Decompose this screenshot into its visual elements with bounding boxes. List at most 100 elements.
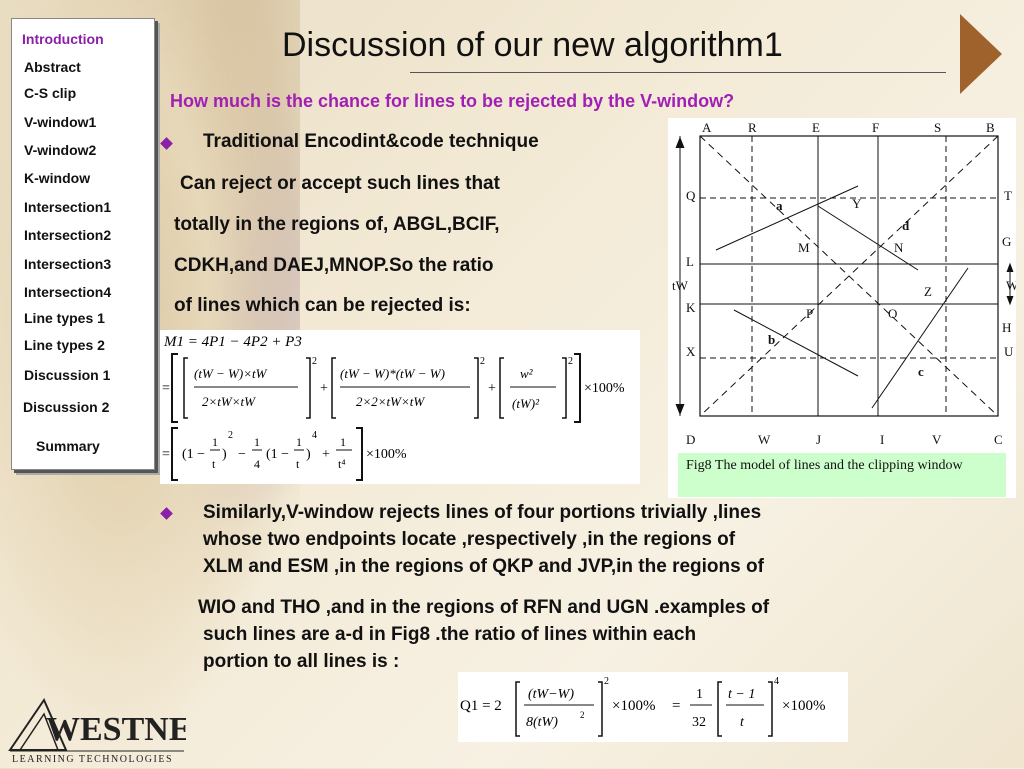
svg-text:2: 2: [228, 430, 233, 441]
svg-text:X: X: [686, 344, 696, 359]
sidebar-item-line-types-2[interactable]: Line types 2: [24, 337, 105, 353]
svg-text:1: 1: [696, 687, 703, 702]
svg-text:P: P: [806, 306, 813, 321]
sidebar-item-summary[interactable]: Summary: [36, 438, 100, 454]
svg-text:+: +: [488, 381, 496, 396]
sidebar-item-intersection3[interactable]: Intersection3: [24, 256, 112, 272]
para1-line1: Can reject or accept such lines that: [180, 173, 500, 194]
bullet-traditional: Traditional Encodint&code technique: [203, 131, 539, 152]
sidebar-item-intersection4[interactable]: Intersection4: [24, 284, 112, 300]
svg-text:L: L: [686, 254, 694, 269]
svg-text:4: 4: [254, 457, 260, 471]
svg-text:W: W: [1006, 278, 1016, 293]
svg-text:B: B: [986, 120, 995, 135]
svg-text:2×tW×tW: 2×tW×tW: [202, 394, 256, 409]
svg-text:=: =: [672, 698, 680, 714]
formula-percent-2: ×100%: [366, 447, 407, 462]
svg-text:(1 −: (1 −: [266, 447, 289, 462]
sidebar-item-line-types-1[interactable]: Line types 1: [24, 310, 105, 326]
sidebar-item-v-window2[interactable]: V-window2: [24, 142, 97, 158]
svg-text:F: F: [872, 120, 879, 135]
svg-text:2×2×tW×tW: 2×2×tW×tW: [356, 394, 425, 409]
para1-line2: totally in the regions of, ABGL,BCIF,: [174, 214, 500, 235]
svg-text:R: R: [748, 120, 757, 135]
svg-text:−: −: [238, 447, 246, 462]
svg-text:M: M: [798, 240, 810, 255]
svg-text:×100%: ×100%: [782, 698, 825, 714]
svg-text:4: 4: [774, 676, 779, 687]
sidebar-item-introduction[interactable]: Introduction: [22, 31, 104, 47]
title-underline: [410, 72, 946, 73]
sidebar-item-v-window1[interactable]: V-window1: [24, 114, 97, 130]
svg-text:4: 4: [312, 430, 317, 441]
sidebar-item-discussion-1[interactable]: Discussion 1: [24, 367, 111, 383]
bullet2-line2: whose two endpoints locate ,respectively…: [203, 529, 736, 550]
svg-text:1: 1: [254, 435, 260, 449]
para2-line2: such lines are a-d in Fig8 .the ratio of…: [203, 624, 697, 645]
svg-text:2: 2: [568, 356, 573, 367]
svg-text:): ): [222, 447, 227, 462]
svg-text:(tW − W)×tW: (tW − W)×tW: [194, 366, 268, 381]
slide-question: How much is the chance for lines to be r…: [170, 91, 735, 111]
slide-title: Discussion of our new algorithm1: [282, 26, 783, 64]
svg-text:2: 2: [604, 676, 609, 687]
para2-line3: portion to all lines is :: [203, 651, 400, 672]
svg-text:t: t: [740, 715, 745, 730]
sidebar-nav: Introduction Abstract C-S clip V-window1…: [11, 18, 155, 470]
bullet2-line1: Similarly,V-window rejects lines of four…: [203, 502, 762, 523]
formula-q1: Q1 = 2 (tW−W) 8(tW) 2 2 ×100% = 1 32 t −…: [458, 672, 848, 742]
svg-text:=: =: [162, 381, 170, 396]
svg-text:2: 2: [580, 710, 585, 720]
svg-text:w²: w²: [520, 366, 534, 381]
svg-text:+: +: [320, 381, 328, 396]
formula-percent-1: ×100%: [584, 381, 625, 396]
sidebar-item-discussion-2[interactable]: Discussion 2: [23, 399, 110, 415]
figure-8: A R E F S B D W J I V C Q L tW K X T G W…: [668, 118, 1019, 498]
svg-text:H: H: [1002, 320, 1011, 335]
para1-line3: CDKH,and DAEJ,MNOP.So the ratio: [174, 255, 494, 276]
next-slide-arrow-icon[interactable]: [960, 14, 1002, 94]
sidebar-item-cs-clip[interactable]: C-S clip: [24, 85, 77, 101]
svg-text:1: 1: [296, 435, 302, 449]
para1-line4: of lines which can be rejected is:: [174, 295, 471, 316]
svg-text:+: +: [322, 447, 330, 462]
svg-text:A: A: [702, 120, 712, 135]
sidebar-item-k-window[interactable]: K-window: [24, 170, 91, 186]
svg-text:S: S: [934, 120, 941, 135]
westnet-logo: WESTNET LEARNING TECHNOLOGIES: [6, 694, 214, 765]
svg-text:t: t: [212, 457, 216, 471]
svg-text:T: T: [1004, 188, 1012, 203]
svg-text:V: V: [932, 432, 942, 447]
svg-text:d: d: [902, 218, 910, 233]
svg-text:K: K: [686, 300, 696, 315]
svg-text:I: I: [880, 432, 884, 447]
svg-text:G: G: [1002, 234, 1011, 249]
sidebar-item-abstract[interactable]: Abstract: [24, 59, 81, 75]
svg-text:×100%: ×100%: [612, 698, 655, 714]
svg-text:b: b: [768, 332, 775, 347]
svg-text:(tW)²: (tW)²: [512, 396, 540, 411]
formula-m1: M1 = 4P1 − 4P2 + P3 = (tW − W)×tW 2×tW×t…: [160, 330, 640, 484]
svg-text:O: O: [888, 306, 897, 321]
svg-text:(tW − W)*(tW − W): (tW − W)*(tW − W): [340, 366, 445, 381]
svg-text:2: 2: [312, 356, 317, 367]
sidebar-item-intersection1[interactable]: Intersection1: [24, 199, 112, 215]
svg-text:E: E: [812, 120, 820, 135]
svg-text:D: D: [686, 432, 695, 447]
svg-text:tW: tW: [672, 278, 689, 293]
svg-text:WESTNET: WESTNET: [46, 711, 186, 748]
svg-text:1: 1: [212, 435, 218, 449]
svg-text:8(tW): 8(tW): [526, 715, 558, 730]
formula-q1-text: Q1 = 2: [460, 698, 502, 714]
svg-text:U: U: [1004, 344, 1014, 359]
svg-text:(tW−W): (tW−W): [528, 687, 574, 702]
bullet2-line3: XLM and ESM ,in the regions of QKP and J…: [203, 556, 764, 577]
svg-text:(1 −: (1 −: [182, 447, 205, 462]
para2-line1: WIO and THO ,and in the regions of RFN a…: [198, 597, 770, 618]
svg-text:Z: Z: [924, 284, 932, 299]
svg-text:1: 1: [340, 435, 346, 449]
formula-m1-text: M1 = 4P1 − 4P2 + P3: [163, 334, 302, 350]
sidebar-item-intersection2[interactable]: Intersection2: [24, 227, 112, 243]
svg-text:LEARNING TECHNOLOGIES: LEARNING TECHNOLOGIES: [12, 754, 173, 764]
svg-text:Y: Y: [852, 196, 862, 211]
